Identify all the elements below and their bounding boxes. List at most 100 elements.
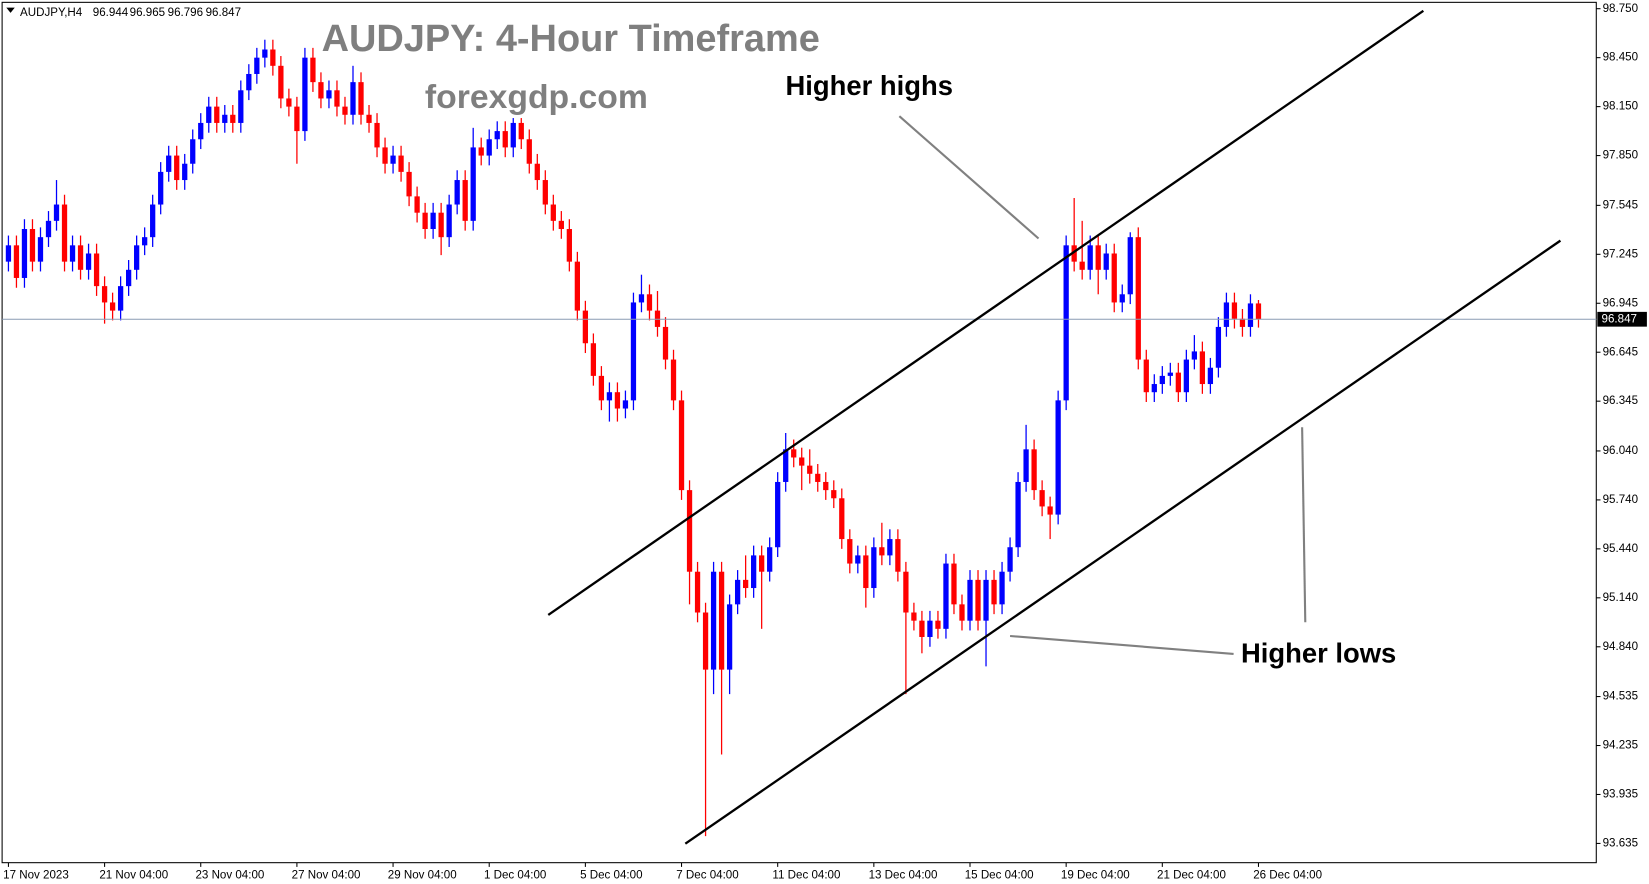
y-tick-label: 97.545 (1603, 199, 1638, 211)
candle-body (254, 57, 260, 74)
candle-body (951, 563, 957, 605)
candle-body (718, 571, 725, 670)
candle-body (742, 579, 749, 589)
candle-body (93, 253, 100, 287)
candle-body (670, 359, 677, 401)
candle-body (53, 204, 60, 221)
candle-body (542, 180, 548, 205)
candle-body (502, 131, 508, 148)
candle-body (1239, 318, 1246, 327)
candle-body (823, 481, 829, 491)
candle-body (406, 171, 412, 197)
candle-body (1167, 372, 1173, 376)
candle-body (414, 196, 420, 213)
candle-body (1119, 294, 1125, 303)
candle-body (662, 326, 669, 360)
pointer-line (898, 115, 1040, 240)
candle-body (943, 563, 949, 629)
candle-body (702, 612, 709, 670)
candle-body (438, 212, 444, 238)
y-tick-label: 94.235 (1603, 740, 1638, 752)
candle-body (1143, 359, 1149, 393)
candle-body (1111, 253, 1117, 303)
candle-body (5, 245, 12, 262)
y-tick-label: 96.645 (1603, 346, 1638, 358)
candle-body (710, 571, 717, 670)
candle-body (246, 73, 252, 91)
x-tick-label: 13 Dec 04:00 (869, 869, 938, 881)
candle-body (638, 294, 645, 303)
price-label: 96.847 (1602, 313, 1637, 325)
candle-body (1095, 245, 1101, 270)
candle-body (310, 57, 316, 83)
candle-body (1023, 449, 1029, 482)
candle-body (101, 286, 108, 303)
candle-body (1183, 359, 1189, 393)
candle-body (678, 400, 685, 491)
candle-body (911, 612, 917, 621)
y-tick-label: 97.850 (1603, 150, 1638, 162)
y-tick-label: 95.140 (1603, 592, 1638, 604)
candle-body (983, 579, 989, 621)
candle-body (1223, 302, 1230, 327)
chart-title: AUDJPY: 4-Hour Timeframe (322, 18, 820, 60)
x-tick-label: 23 Nov 04:00 (195, 869, 264, 881)
candle-body (117, 286, 124, 311)
candle-body (470, 147, 476, 221)
candle-body (45, 220, 52, 238)
candle-body (1207, 367, 1214, 385)
candle-body (286, 98, 292, 107)
candle-body (831, 490, 837, 499)
candle-body (1159, 375, 1165, 385)
header-close: 96.847 (206, 7, 241, 19)
candle-body (622, 400, 629, 409)
candle-body (366, 114, 372, 123)
candle-body (1055, 400, 1061, 515)
candle-body (21, 229, 28, 278)
candle-body (61, 204, 68, 262)
candle-body (694, 571, 701, 613)
candle-body (334, 90, 340, 107)
candle-body (125, 269, 132, 287)
candle-body (1039, 490, 1045, 507)
candle-body (1175, 372, 1181, 393)
x-tick-label: 26 Dec 04:00 (1253, 869, 1322, 881)
x-tick-label: 7 Dec 04:00 (676, 869, 738, 881)
y-tick-label: 96.345 (1603, 395, 1638, 407)
candle-body (446, 204, 452, 238)
candle-body (847, 539, 853, 564)
candle-body (895, 539, 901, 572)
candle-body (486, 139, 492, 156)
candle-body (142, 237, 148, 246)
candle-body (863, 555, 869, 589)
y-tick-label: 94.535 (1603, 691, 1638, 703)
candle-body (198, 122, 204, 140)
candle-body (390, 155, 396, 164)
candle-body (302, 57, 308, 132)
candle-body (510, 122, 516, 148)
candle-body (1199, 351, 1206, 385)
candle-body (85, 253, 92, 270)
candle-body (751, 555, 757, 589)
candle-body (278, 65, 284, 99)
y-tick-label: 98.450 (1603, 52, 1638, 64)
candle-body (206, 106, 212, 123)
candle-body (318, 82, 324, 99)
chart-subtitle: forexgdp.com (425, 78, 648, 116)
candle-body (69, 245, 76, 262)
candle-body (975, 579, 981, 621)
candle-body (871, 547, 877, 589)
candle-body (558, 220, 564, 230)
candle-body (13, 245, 20, 278)
y-tick-label: 98.750 (1603, 3, 1638, 15)
upper-trendline (547, 9, 1425, 616)
candle-body (238, 90, 244, 123)
menu-arrow[interactable] (6, 7, 15, 13)
candle-body (767, 547, 773, 572)
candle-body (190, 139, 196, 164)
candle-body (590, 343, 597, 376)
plot-frame (1, 1, 1597, 864)
candle-body (726, 604, 733, 670)
candle-body (358, 82, 364, 115)
